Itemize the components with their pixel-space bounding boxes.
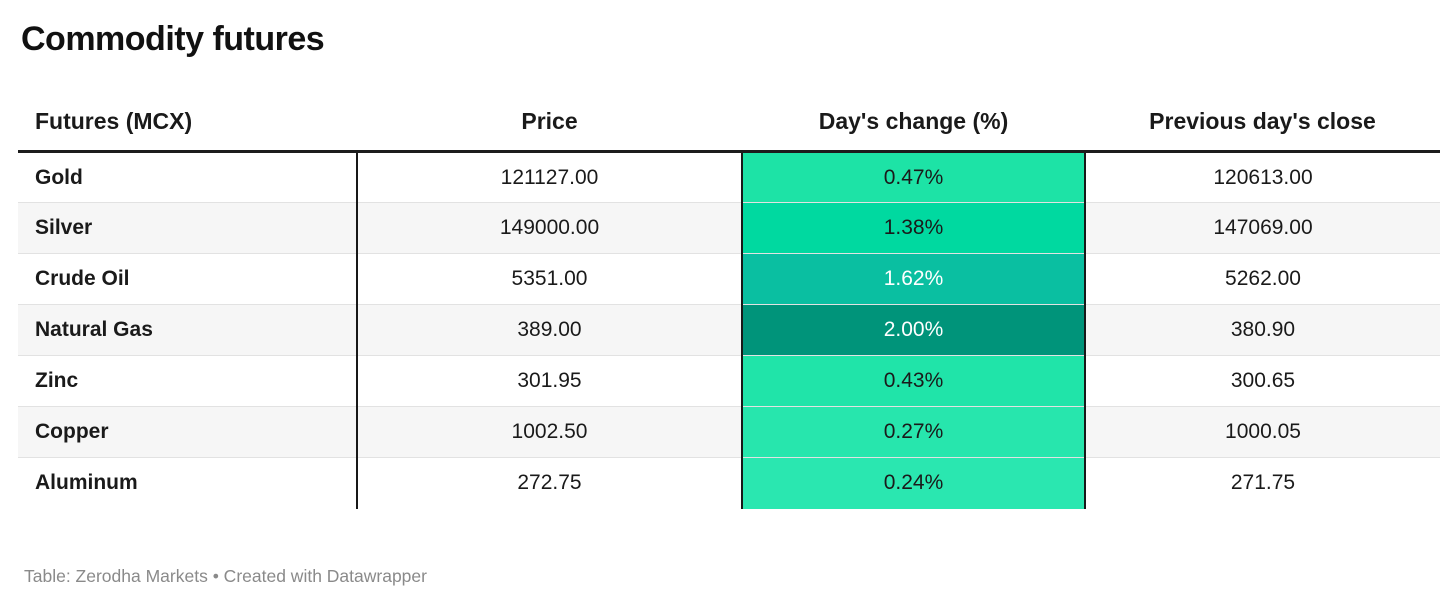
table-row: Gold 121127.00 0.47% 120613.00 [18,151,1440,203]
futures-name-cell: Zinc [18,355,358,407]
table-row: Aluminum 272.75 0.24% 271.75 [18,457,1440,509]
price-cell: 389.00 [357,304,742,356]
change-cell: 0.43% [741,355,1086,407]
table-header: Futures (MCX) Price Day's change (%) Pre… [18,108,1440,153]
column-header-futures: Futures (MCX) [18,108,357,153]
change-cell: 2.00% [741,304,1086,356]
futures-name-cell: Copper [18,406,358,458]
price-cell: 5351.00 [357,253,742,305]
header-row: Futures (MCX) Price Day's change (%) Pre… [18,108,1440,153]
price-cell: 121127.00 [500,165,599,189]
prev-close-cell: 5262.00 [1085,253,1440,305]
table-row: Copper 1002.50 0.27% 1000.05 [18,406,1440,458]
column-header-price: Price [357,108,742,153]
futures-name-cell: Gold [18,151,358,203]
table-body: Gold 121127.00 0.47% 120613.00 Silver 14… [18,151,1440,509]
table-row: Natural Gas 389.00 2.00% 380.90 [18,304,1440,356]
prev-close-cell: 300.65 [1085,355,1440,407]
futures-name-cell: Crude Oil [18,253,358,305]
table-row: Silver 149000.00 1.38% 147069.00 [18,202,1440,254]
futures-name-cell: Silver [18,202,358,254]
price-cell: 301.95 [357,355,742,407]
prev-close-cell: 380.90 [1085,304,1440,356]
change-cell: 0.47% [741,151,1086,203]
price-cell: 272.75 [357,457,742,509]
price-cell: 149000.00 [357,202,742,254]
column-header-prev-close: Previous day's close [1085,108,1440,153]
change-cell: 0.24% [741,457,1086,509]
commodity-futures-table: Futures (MCX) Price Day's change (%) Pre… [18,108,1440,509]
change-cell: 0.27% [741,406,1086,458]
attribution: Table: Zerodha Markets • Created with Da… [24,566,427,586]
prev-close-cell: 271.75 [1085,457,1440,509]
page-title: Commodity futures [21,20,325,58]
futures-name-cell: Natural Gas [18,304,358,356]
price-cell: 1002.50 [357,406,742,458]
table-row: Crude Oil 5351.00 1.62% 5262.00 [18,253,1440,305]
column-header-change: Day's change (%) [742,108,1085,153]
prev-close-cell: 1000.05 [1085,406,1440,458]
table-row: Zinc 301.95 0.43% 300.65 [18,355,1440,407]
prev-close-cell: 120613.00 [1213,165,1313,189]
change-cell: 1.62% [741,253,1086,305]
futures-name-cell: Aluminum [18,457,358,509]
prev-close-cell: 147069.00 [1085,202,1440,254]
change-cell: 1.38% [741,202,1086,254]
